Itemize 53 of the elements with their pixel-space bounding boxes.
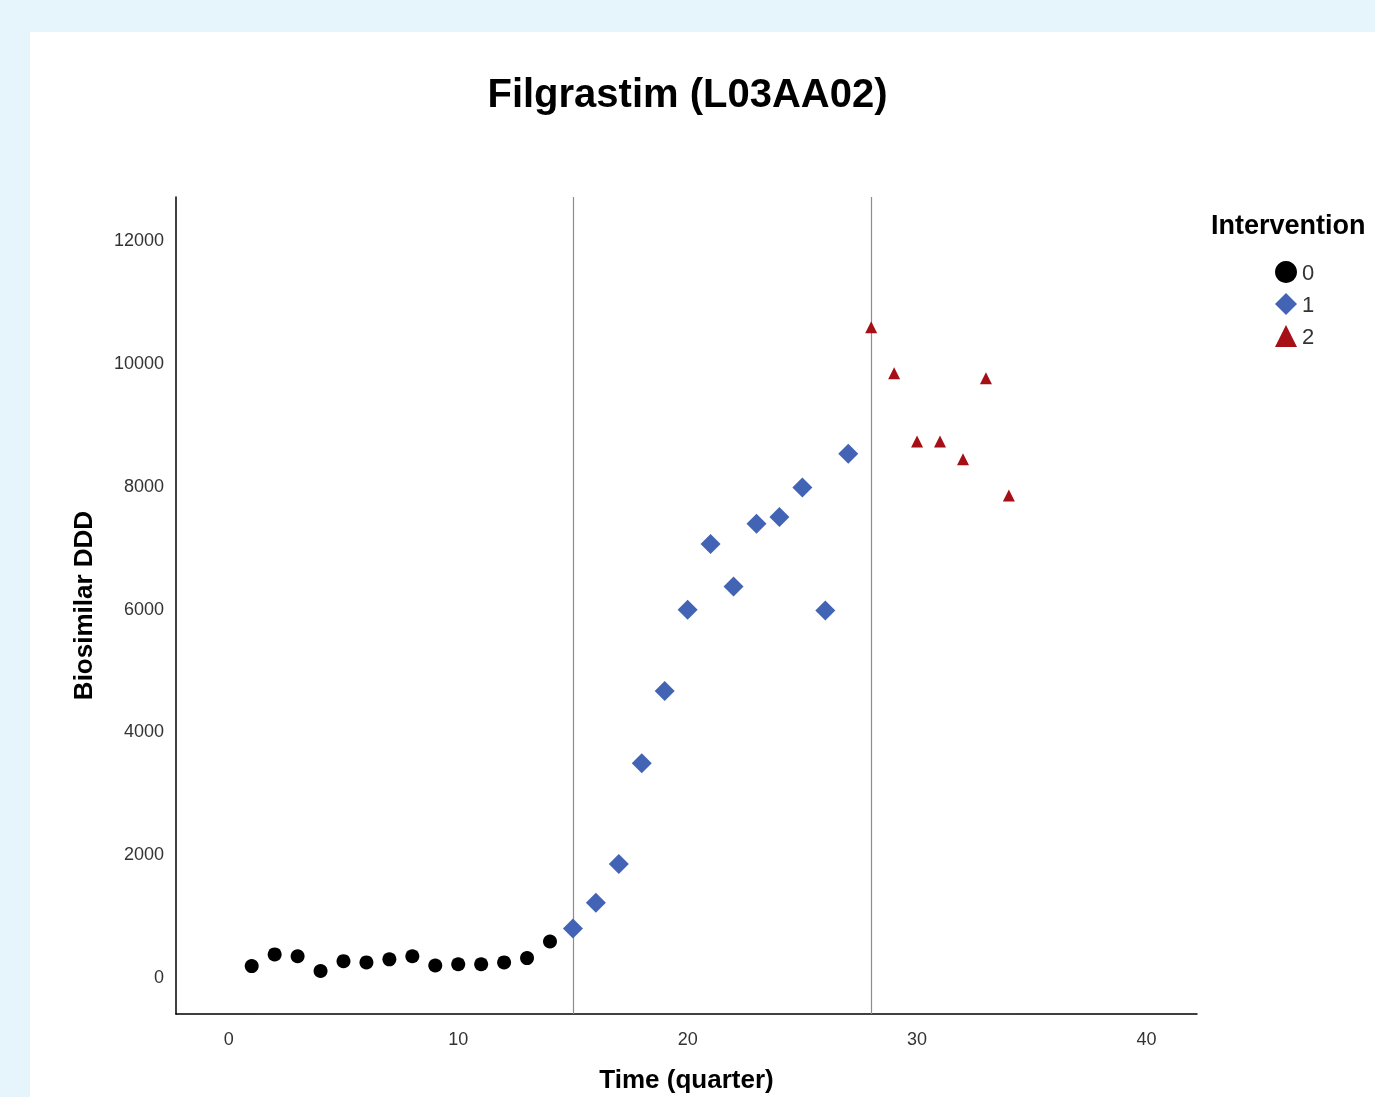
point (520, 951, 535, 966)
point (631, 753, 652, 774)
point (934, 435, 947, 448)
y-tick-label: 10000 (113, 352, 164, 373)
point (267, 947, 282, 962)
point (769, 507, 790, 528)
point (313, 964, 328, 978)
point (562, 918, 583, 939)
point (700, 534, 721, 555)
point (677, 599, 698, 620)
x-tick-label: 40 (1136, 1029, 1157, 1049)
point (474, 957, 489, 972)
y-axis-title: Biosimilar DDD (68, 510, 98, 701)
x-axis-title: Time (quarter) (599, 1064, 774, 1094)
point (746, 513, 767, 534)
y-tick-label: 0 (153, 967, 164, 988)
legend-title: Intervention (1211, 209, 1366, 240)
point (979, 372, 992, 385)
point (815, 600, 836, 621)
point (428, 958, 443, 973)
point (451, 957, 466, 972)
legend-label: 2 (1302, 323, 1315, 349)
x-tick-label: 20 (677, 1029, 698, 1049)
point (865, 321, 878, 334)
point (585, 892, 606, 913)
x-tick-label: 30 (907, 1029, 928, 1049)
point (608, 854, 629, 875)
x-tick-label: 10 (448, 1029, 469, 1049)
x-tick-label: 0 (223, 1029, 234, 1049)
point (911, 435, 924, 448)
point (382, 952, 397, 967)
point (956, 453, 969, 466)
point (888, 367, 901, 380)
point (336, 954, 351, 969)
point (1002, 489, 1015, 502)
point (405, 949, 420, 964)
y-tick-label: 2000 (123, 844, 164, 865)
legend-label: 1 (1302, 291, 1315, 317)
point (792, 477, 813, 498)
point (497, 955, 512, 970)
legend-label: 0 (1302, 259, 1315, 285)
point (290, 949, 305, 964)
point (359, 955, 374, 970)
point (244, 959, 259, 974)
y-tick-label: 8000 (123, 475, 164, 496)
y-tick-label: 4000 (123, 721, 164, 742)
point (723, 576, 744, 597)
y-tick-label: 6000 (123, 598, 164, 619)
point (543, 934, 557, 949)
chart-title: Filgrastim (L03AA02) (487, 71, 888, 115)
point (654, 680, 675, 701)
y-tick-label: 12000 (113, 230, 164, 250)
point (838, 443, 859, 464)
